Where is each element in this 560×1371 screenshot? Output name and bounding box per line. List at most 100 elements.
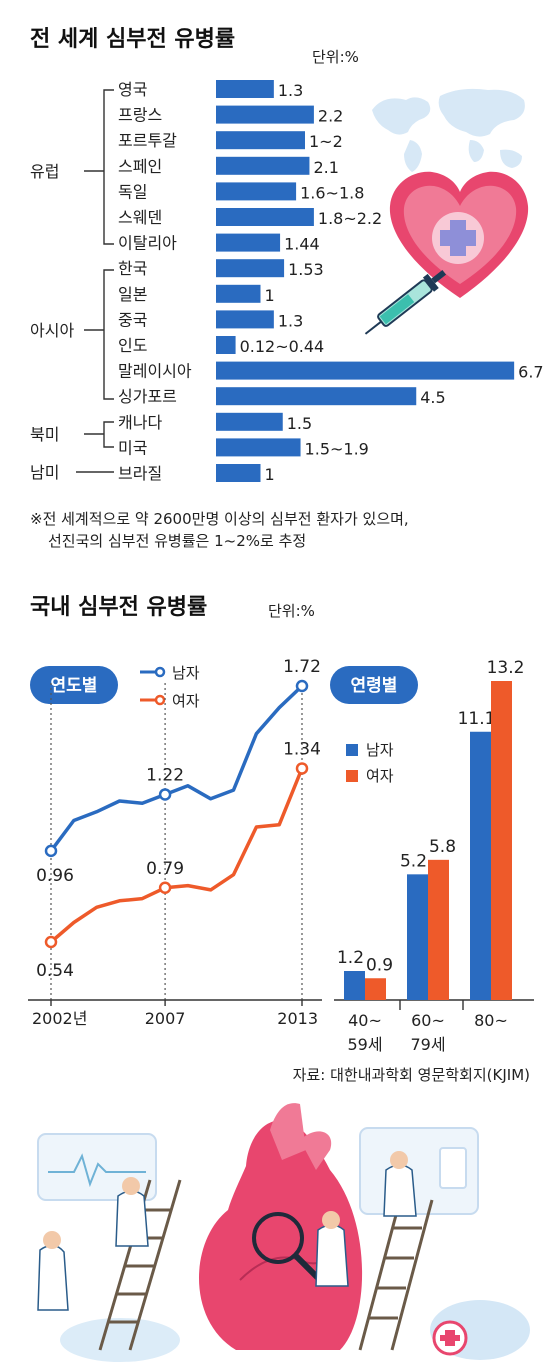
bar-11 <box>216 361 515 380</box>
x-tick-label-2: 2013 <box>277 1009 318 1028</box>
by-age-pill <box>330 666 418 704</box>
age-category-label-1-1: 79세 <box>410 1035 445 1054</box>
heart-anatomy-illustration <box>37 1103 530 1362</box>
group-label-asia: 아시아 <box>30 321 74 340</box>
category-label-14: 미국 <box>118 438 147 457</box>
age-bar-label-0-0: 1.2 <box>337 948 364 968</box>
line-legend: 남자 여자 <box>140 664 200 710</box>
group-label-south-america: 남미 <box>30 463 59 482</box>
by-year-label: 연도별 <box>51 676 98 696</box>
age-bar-chart: 1.2 0.9 40~ 59세 5.25.8 60~ 79세 11.1 13.2 80~ <box>334 658 534 1054</box>
category-label-2: 포르투갈 <box>118 131 177 150</box>
category-label-12: 싱가포르 <box>118 387 177 406</box>
category-label-7: 한국 <box>118 259 147 278</box>
age-bar-0-1 <box>365 978 386 1000</box>
bar-value-label-7: 1.53 <box>288 260 324 279</box>
age-bar-label-0-1: 0.9 <box>366 955 393 975</box>
bar-2 <box>216 131 305 150</box>
age-legend: 남자 여자 <box>346 741 394 785</box>
world-note-line-1: ※전 세계적으로 약 2600만명 이상의 심부전 환자가 있으며, <box>30 510 409 528</box>
bar-value-label-10: 0.12~0.44 <box>240 337 325 356</box>
age-bar-1-0 <box>407 874 428 1000</box>
group-brackets <box>76 89 114 473</box>
category-label-13: 캐나다 <box>118 413 162 432</box>
point-0-0 <box>44 844 58 858</box>
age-category-label-0-1: 59세 <box>347 1035 382 1054</box>
line-legend-female: 여자 <box>172 692 200 710</box>
age-bar-label-2-1: 13.2 <box>487 658 525 678</box>
bar-13 <box>216 412 283 431</box>
age-category-label-2-0: 80~ <box>474 1011 508 1030</box>
bar-value-label-12: 4.5 <box>420 388 445 407</box>
bar-8 <box>216 284 261 303</box>
category-label-8: 일본 <box>118 285 147 304</box>
bar-value-label-3: 2.1 <box>313 158 338 177</box>
korea-title: 국내 심부전 유병률 <box>30 595 207 620</box>
group-label-north-america: 북미 <box>30 425 59 444</box>
category-label-9: 중국 <box>118 310 147 329</box>
world-map-icon <box>372 88 525 172</box>
category-label-11: 말레이시아 <box>118 362 192 381</box>
point-1-1 <box>158 881 172 895</box>
bar-4 <box>216 182 297 201</box>
bar-5 <box>216 208 314 226</box>
bar-14 <box>216 438 301 457</box>
bar-6 <box>216 233 281 252</box>
age-category-label-1-0: 60~ <box>411 1011 445 1030</box>
bar-10 <box>216 336 236 354</box>
age-bar-2-1 <box>491 681 512 1000</box>
point-label-0-0: 0.96 <box>36 866 74 886</box>
world-note-line-2: 선진국의 심부전 유병률은 1~2%로 추정 <box>48 532 306 550</box>
point-0-1 <box>158 788 172 801</box>
category-label-15: 브라질 <box>118 464 162 483</box>
point-1-0 <box>44 935 58 949</box>
by-age-label: 연령별 <box>351 675 398 696</box>
category-label-5: 스웨덴 <box>118 208 162 227</box>
world-bar-chart: 영국 1.3 프랑스 2.2 포르투갈 1~2 스페인 2.1 독일 1.6~1.8 스웨덴 1.8~… <box>118 80 544 484</box>
group-label-europe: 유럽 <box>30 162 59 181</box>
category-label-1: 프랑스 <box>118 106 162 125</box>
series-line-female <box>49 767 304 944</box>
bar-9 <box>216 310 274 329</box>
source-note: 자료: 대한내과학회 영문학회지(KJIM) <box>293 1066 530 1084</box>
bar-value-label-6: 1.44 <box>284 235 320 254</box>
bar-3 <box>216 156 310 175</box>
point-label-1-1: 0.79 <box>146 859 184 879</box>
bar-value-label-11: 6.7 <box>518 363 543 382</box>
bar-value-label-13: 1.5 <box>287 414 312 433</box>
category-label-10: 인도 <box>118 336 147 355</box>
bar-value-label-15: 1 <box>265 465 275 484</box>
bar-value-label-4: 1.6~1.8 <box>300 183 364 202</box>
line-legend-male: 남자 <box>172 664 200 682</box>
bar-value-label-5: 1.8~2.2 <box>318 209 382 228</box>
series-line-male <box>49 684 304 852</box>
year-line-chart: 2002년 2007 2013 0.96 1.22 1.72 0.54 0.79 1.34 <box>28 657 322 1028</box>
korea-unit: 단위:% <box>268 602 315 620</box>
age-bar-label-1-0: 5.2 <box>400 851 427 871</box>
category-label-4: 독일 <box>118 182 147 201</box>
age-bar-0-0 <box>344 971 365 1000</box>
bar-12 <box>216 387 417 406</box>
age-bar-2-0 <box>470 731 491 1000</box>
age-bar-label-1-1: 5.8 <box>429 837 456 857</box>
bar-7 <box>216 259 285 278</box>
category-label-6: 이탈리아 <box>118 234 177 253</box>
category-label-0: 영국 <box>118 80 147 99</box>
bar-value-label-0: 1.3 <box>278 81 303 100</box>
world-unit: 단위:% <box>312 48 359 66</box>
category-label-3: 스페인 <box>118 157 162 176</box>
point-0-2 <box>295 679 309 693</box>
age-legend-male: 남자 <box>366 741 394 759</box>
heart-syringe-icon <box>364 171 529 335</box>
by-year-pill <box>30 666 118 704</box>
x-tick-label-1: 2007 <box>145 1009 186 1028</box>
point-1-2 <box>295 762 309 775</box>
bar-value-label-9: 1.3 <box>278 311 303 330</box>
bar-0 <box>216 80 274 98</box>
age-category-label-0-0: 40~ <box>348 1011 382 1030</box>
bar-1 <box>216 105 314 124</box>
point-label-0-2: 1.72 <box>283 657 321 677</box>
bar-value-label-8: 1 <box>265 286 275 305</box>
bar-15 <box>216 464 261 482</box>
